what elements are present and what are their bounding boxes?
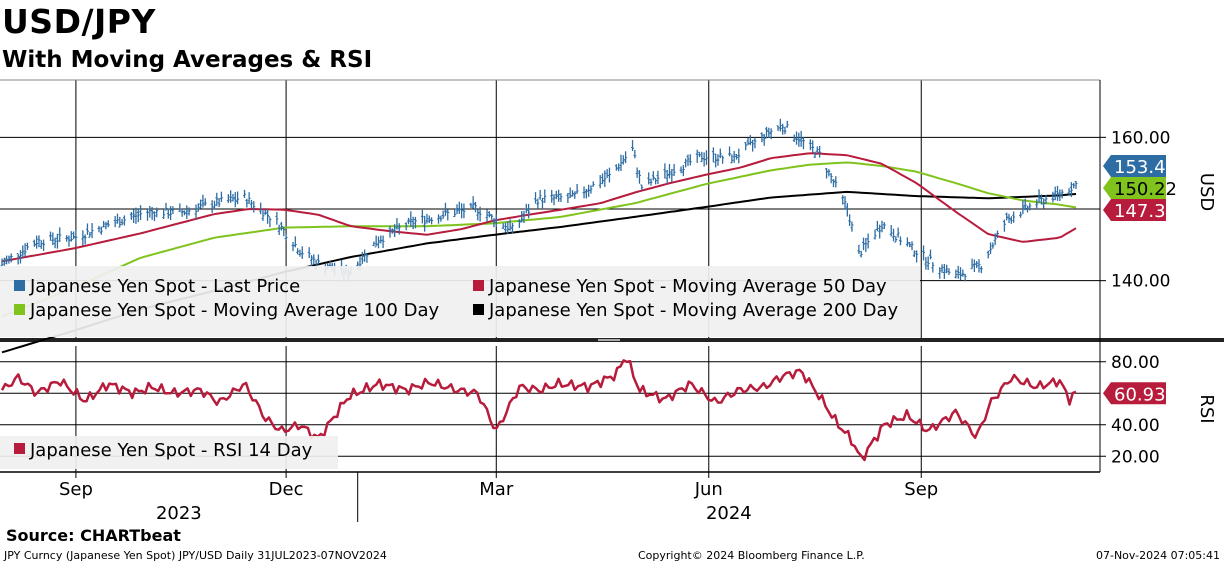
rsi-line — [0, 359, 1077, 462]
x-tick-label-4: Sep — [904, 479, 938, 500]
last-value-label-2: 147.32 — [1114, 201, 1177, 222]
rsi-legend-label: Japanese Yen Spot - RSI 14 Day — [29, 440, 313, 461]
legend-swatch-0 — [14, 280, 25, 291]
legend-swatch-3 — [473, 304, 484, 315]
legend-label-1: Japanese Yen Spot - Moving Average 50 Da… — [488, 276, 887, 297]
legend-swatch-2 — [14, 304, 25, 315]
rsi-last-value-label: 60.93 — [1114, 384, 1166, 405]
legend-label-0: Japanese Yen Spot - Last Price — [29, 276, 300, 297]
timestamp: 07-Nov-2024 07:05:41 — [1095, 549, 1220, 562]
rsi-y-tick-label-2: 80.00 — [1111, 353, 1160, 373]
last-value-flag-0 — [1103, 155, 1166, 177]
price-axis-label: USD — [1196, 173, 1217, 211]
rsi-axis-label: RSI — [1196, 394, 1217, 423]
panel-splitter-handle — [598, 339, 620, 341]
year-label-1: 2024 — [706, 503, 752, 524]
last-value-label-0: 153.46 — [1114, 157, 1177, 178]
legend-label-3: Japanese Yen Spot - Moving Average 200 D… — [488, 300, 898, 321]
legend-label-2: Japanese Yen Spot - Moving Average 100 D… — [29, 300, 439, 321]
chart-subtitle: With Moving Averages & RSI — [2, 47, 373, 73]
price-legend: Japanese Yen Spot - Last Price Japanese Y… — [0, 266, 920, 337]
rsi-y-tick-label-0: 20.00 — [1111, 447, 1160, 467]
source-note: Source: CHARTbeat — [6, 526, 181, 545]
rsi-y-tick-label-1: 40.00 — [1111, 416, 1160, 436]
chart-title: USD/JPY — [2, 2, 156, 41]
security-info: JPY Curncy (Japanese Yen Spot) JPY/USD D… — [4, 549, 387, 562]
price-y-tick-label-0: 140.00 — [1111, 272, 1170, 292]
last-value-label-1: 150.22 — [1114, 179, 1177, 200]
x-tick-label-2: Mar — [479, 479, 514, 500]
legend-swatch-1 — [473, 280, 484, 291]
x-tick-label-1: Dec — [269, 479, 304, 500]
rsi-last-value-flag — [1103, 382, 1166, 405]
last-value-flag-2 — [1103, 199, 1166, 221]
x-tick-label-0: Sep — [59, 479, 93, 500]
x-tick-label-3: Jun — [694, 479, 723, 500]
rsi-legend-bg — [0, 436, 338, 469]
ma100-line — [1, 161, 1077, 318]
year-label-0: 2023 — [156, 503, 202, 524]
price-bars — [0, 118, 1078, 283]
copyright-note: Copyright© 2024 Bloomberg Finance L.P. — [638, 549, 865, 562]
last-value-flag-1 — [1103, 177, 1166, 199]
price-y-tick-label-1: 160.00 — [1111, 128, 1170, 148]
ma50-line — [1, 152, 1077, 263]
price-legend-bg — [0, 266, 920, 337]
rsi-legend: Japanese Yen Spot - RSI 14 Day — [0, 436, 338, 469]
rsi-legend-swatch — [14, 443, 25, 454]
